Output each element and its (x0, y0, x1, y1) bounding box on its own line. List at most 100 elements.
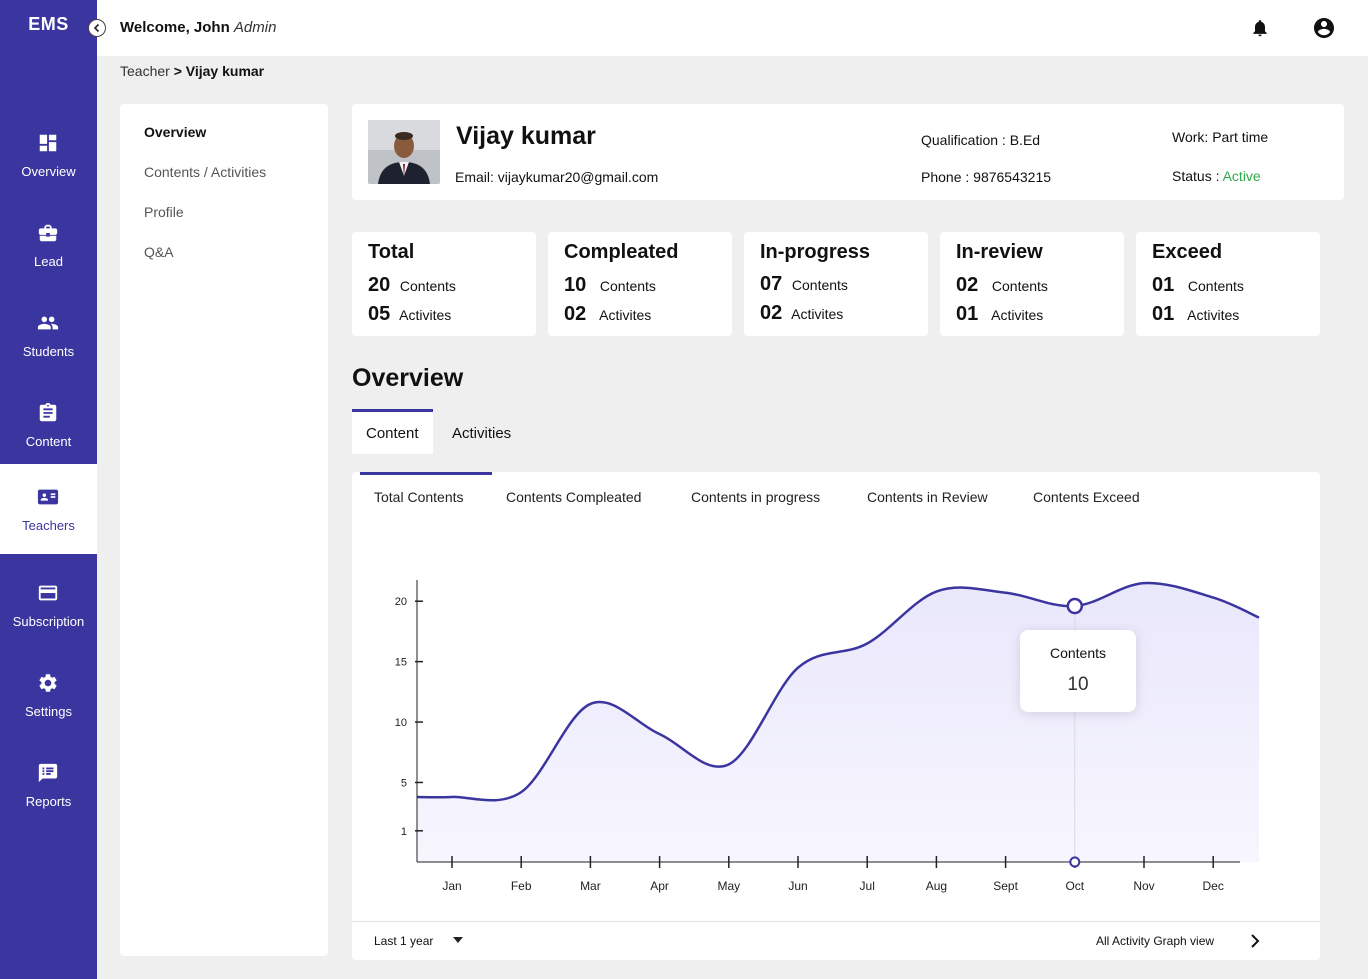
sidebar-item-teachers[interactable]: Teachers (0, 464, 97, 554)
y-tick-label: 5 (401, 777, 407, 789)
overview-title: Overview (352, 364, 464, 392)
teacher-work-type: Work: Part time (1172, 129, 1269, 145)
stat-contents-row: 10 Contents (564, 274, 656, 297)
sidebar-item-label: Reports (25, 794, 72, 809)
teacher-phone: Phone : 9876543215 (921, 169, 1052, 185)
subnav-overview[interactable]: Overview (144, 124, 207, 140)
stat-activities-count: 01 (1152, 303, 1175, 325)
sidebar-item-label: Content (25, 434, 72, 449)
stat-activities-label: Activites (599, 307, 652, 323)
sidebar-item-students[interactable]: Students (0, 292, 97, 382)
x-tick-label: Aug (926, 879, 947, 893)
highlight-point (1066, 597, 1084, 615)
y-tick-label: 15 (395, 657, 407, 669)
subnav-profile[interactable]: Profile (144, 204, 184, 220)
breadcrumb: Teacher > Vijay kumar (120, 63, 264, 79)
dashboard-icon (39, 134, 57, 152)
stat-contents-count: 07 (760, 273, 783, 295)
stat-title: Exceed (1152, 241, 1223, 263)
sidebar-item-lead[interactable]: Lead (0, 202, 97, 292)
stat-contents-row: 07 Contents (760, 273, 848, 296)
avatar (368, 120, 440, 184)
range-select[interactable]: Last 1 year (374, 934, 434, 948)
sidebar-item-overview[interactable]: Overview (0, 112, 97, 202)
sidebar-item-content[interactable]: Content (0, 382, 97, 472)
chevron-right-icon[interactable] (1249, 933, 1261, 949)
welcome-name: Welcome, John (120, 19, 230, 36)
chart-tab-contents-in-progress[interactable]: Contents in progress (691, 489, 821, 505)
stat-card-completed: Compleated 10 Contents 02 Activites (548, 232, 732, 336)
breadcrumb-separator: > (173, 63, 182, 79)
stat-title: In-progress (760, 241, 871, 263)
stat-activities-row: 01 Activites (1152, 303, 1239, 326)
teacher-email: Email: vijaykumar20@gmail.com (455, 169, 659, 185)
chart-area-fill (417, 582, 1259, 862)
stat-title: Total (368, 241, 415, 263)
stat-card-exceed: Exceed 01 Contents 01 Activites (1136, 232, 1320, 336)
stat-contents-label: Contents (791, 277, 848, 293)
sidebar-item-label: Subscription (12, 614, 85, 629)
chart-tab-contents-completed[interactable]: Contents Compleated (506, 489, 642, 505)
highlight-axis-marker (1069, 856, 1081, 868)
sidebar-item-subscription[interactable]: Subscription (0, 562, 97, 652)
stat-activities-row: 01 Activites (956, 303, 1043, 326)
tab-content[interactable]: Content (352, 409, 433, 454)
caret-down-icon[interactable] (453, 937, 463, 943)
profile-card: Vijay kumar Email: vijaykumar20@gmail.co… (352, 104, 1344, 200)
all-activity-graph-link[interactable]: All Activity Graph view (1096, 934, 1215, 948)
status-badge: Active (1222, 168, 1261, 184)
sidebar-item-label: Teachers (22, 518, 75, 533)
user-account-icon[interactable] (1312, 16, 1336, 40)
chevron-left-icon (93, 23, 100, 33)
teacher-subnav: Overview Contents / Activities Profile Q… (120, 104, 328, 956)
stat-contents-count: 02 (956, 274, 979, 296)
sidebar-item-reports[interactable]: Reports (0, 742, 97, 832)
status-label: Status : (1172, 168, 1220, 184)
subnav-qa[interactable]: Q&A (144, 244, 174, 260)
profile-photo (368, 120, 440, 184)
y-tick-label: 20 (395, 596, 407, 608)
bell-icon[interactable] (1250, 17, 1270, 39)
stat-contents-count: 20 (368, 274, 391, 296)
stat-card-in-review: In-review 02 Contents 01 Activites (940, 232, 1124, 336)
chart-tab-total-contents[interactable]: Total Contents (374, 489, 464, 505)
breadcrumb-parent[interactable]: Teacher (120, 63, 170, 79)
stat-activities-label: Activites (991, 307, 1044, 323)
stat-contents-count: 01 (1152, 274, 1175, 296)
subnav-contents-activities[interactable]: Contents / Activities (144, 164, 267, 180)
top-bar: Welcome, John Admin (97, 0, 1368, 56)
stat-activities-count: 02 (564, 303, 587, 325)
stat-card-total: Total 20 Contents 05 Activites (352, 232, 536, 336)
people-icon (37, 316, 59, 330)
sidebar: EMS Overview Lead Students Content Teach… (0, 0, 97, 979)
stat-activities-label: Activites (399, 307, 452, 323)
chart-series-line (416, 581, 1260, 802)
teacher-qualification: Qualification : B.Ed (921, 132, 1041, 148)
credit-card-icon (38, 585, 58, 601)
stat-contents-label: Contents (1187, 278, 1244, 294)
report-icon (38, 763, 58, 783)
stat-contents-row: 01 Contents (1152, 274, 1244, 297)
id-card-icon (37, 489, 59, 505)
stat-activities-label: Activites (791, 306, 844, 322)
x-tick-label: Sept (993, 879, 1018, 893)
stat-contents-label: Contents (399, 278, 456, 294)
sidebar-item-label: Overview (21, 164, 76, 179)
sidebar-item-settings[interactable]: Settings (0, 652, 97, 742)
x-tick-label: Oct (1065, 879, 1084, 893)
collapse-sidebar-button[interactable] (88, 19, 106, 37)
x-tick-label: Apr (650, 879, 669, 893)
chart-tab-contents-exceed[interactable]: Contents Exceed (1033, 489, 1140, 505)
stat-title: Compleated (564, 241, 679, 263)
x-tick-label: Mar (580, 879, 601, 893)
chart-tab-indicator (360, 472, 492, 475)
x-tick-label: May (717, 879, 740, 893)
tooltip-label: Contents (1049, 645, 1107, 661)
x-tick-label: Jan (442, 879, 461, 893)
tab-activities[interactable]: Activities (452, 425, 512, 442)
chart-tab-contents-in-review[interactable]: Contents in Review (867, 489, 988, 505)
x-tick-label: Jul (860, 879, 875, 893)
stat-activities-count: 01 (956, 303, 979, 325)
divider (352, 921, 1320, 922)
stat-contents-label: Contents (599, 278, 656, 294)
